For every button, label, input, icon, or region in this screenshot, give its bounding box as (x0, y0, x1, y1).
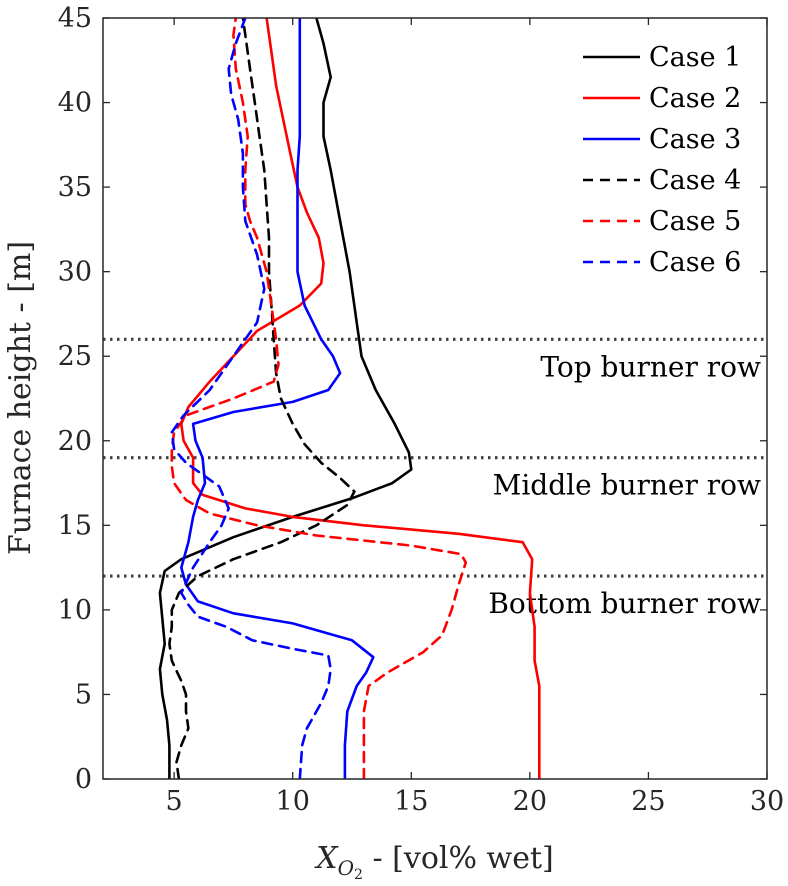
y-tick-label: 15 (58, 510, 92, 541)
legend-label: Case 6 (649, 247, 741, 278)
y-axis-label: Furnace height - [m] (3, 241, 38, 555)
x-tick-label: 5 (166, 786, 183, 817)
series-line (158, 18, 413, 779)
x-tick-label: 25 (631, 786, 665, 817)
y-tick-label: 0 (75, 764, 92, 795)
y-tick-label: 35 (58, 172, 92, 203)
y-tick-label: 40 (58, 88, 92, 119)
series-line (168, 18, 356, 779)
y-tick-label: 20 (58, 426, 92, 457)
plot-frame (102, 17, 768, 780)
burner-row-label: Top burner row (540, 350, 761, 383)
series-line (180, 18, 375, 779)
y-tick-label: 25 (58, 341, 92, 372)
legend-label: Case 1 (649, 42, 741, 73)
legend-label: Case 5 (649, 206, 741, 237)
plot-area (103, 18, 767, 779)
series-line (170, 18, 468, 779)
legend-label: Case 2 (649, 83, 741, 114)
x-tick-label: 20 (513, 786, 547, 817)
y-tick-label: 5 (75, 679, 92, 710)
burner-row-label: Middle burner row (493, 469, 761, 502)
x-tick-label: 10 (276, 786, 310, 817)
series-line (180, 18, 541, 779)
legend-label: Case 3 (649, 124, 741, 155)
y-tick-label: 45 (58, 3, 92, 34)
y-tick-label: 10 (58, 595, 92, 626)
x-tick-label: 15 (394, 786, 428, 817)
x-tick-label: 30 (750, 786, 784, 817)
legend-label: Case 4 (649, 165, 741, 196)
axis-ticks: 5 10 15 20 25 30 0 5 10 15 20 25 30 35 40 45 (58, 3, 785, 817)
series-group (158, 18, 541, 779)
y-tick-label: 30 (58, 257, 92, 288)
x-axis-label: XO2 - [vol% wet] (314, 841, 553, 883)
series-line (170, 18, 332, 779)
legend: Case 1 Case 2 Case 3 Case 4 Case 5 Case 6 (583, 42, 741, 278)
